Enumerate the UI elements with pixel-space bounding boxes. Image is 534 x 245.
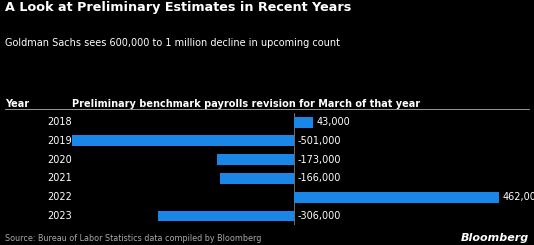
Text: 2020: 2020 bbox=[48, 155, 72, 165]
Bar bbox=[294, 117, 313, 128]
Bar bbox=[217, 154, 294, 165]
Text: -501,000: -501,000 bbox=[297, 136, 341, 146]
Text: A Look at Preliminary Estimates in Recent Years: A Look at Preliminary Estimates in Recen… bbox=[5, 1, 351, 14]
Text: Goldman Sachs sees 600,000 to 1 million decline in upcoming count: Goldman Sachs sees 600,000 to 1 million … bbox=[5, 38, 340, 48]
Bar bbox=[72, 135, 294, 146]
Text: Bloomberg: Bloomberg bbox=[460, 233, 529, 243]
Text: -166,000: -166,000 bbox=[297, 173, 341, 184]
Text: Source: Bureau of Labor Statistics data compiled by Bloomberg: Source: Bureau of Labor Statistics data … bbox=[5, 233, 262, 243]
Bar bbox=[294, 192, 499, 203]
Text: Preliminary benchmark payrolls revision for March of that year: Preliminary benchmark payrolls revision … bbox=[72, 99, 420, 109]
Text: 43,000: 43,000 bbox=[317, 117, 350, 127]
Text: -306,000: -306,000 bbox=[297, 211, 341, 221]
Text: 2023: 2023 bbox=[48, 211, 72, 221]
Text: 2021: 2021 bbox=[48, 173, 72, 184]
Bar bbox=[158, 210, 294, 221]
Text: 2022: 2022 bbox=[48, 192, 73, 202]
Text: Year: Year bbox=[5, 99, 29, 109]
Bar bbox=[220, 173, 294, 184]
Text: 2018: 2018 bbox=[48, 117, 72, 127]
Text: 2019: 2019 bbox=[48, 136, 72, 146]
Text: 462,000: 462,000 bbox=[502, 192, 534, 202]
Text: -173,000: -173,000 bbox=[297, 155, 341, 165]
